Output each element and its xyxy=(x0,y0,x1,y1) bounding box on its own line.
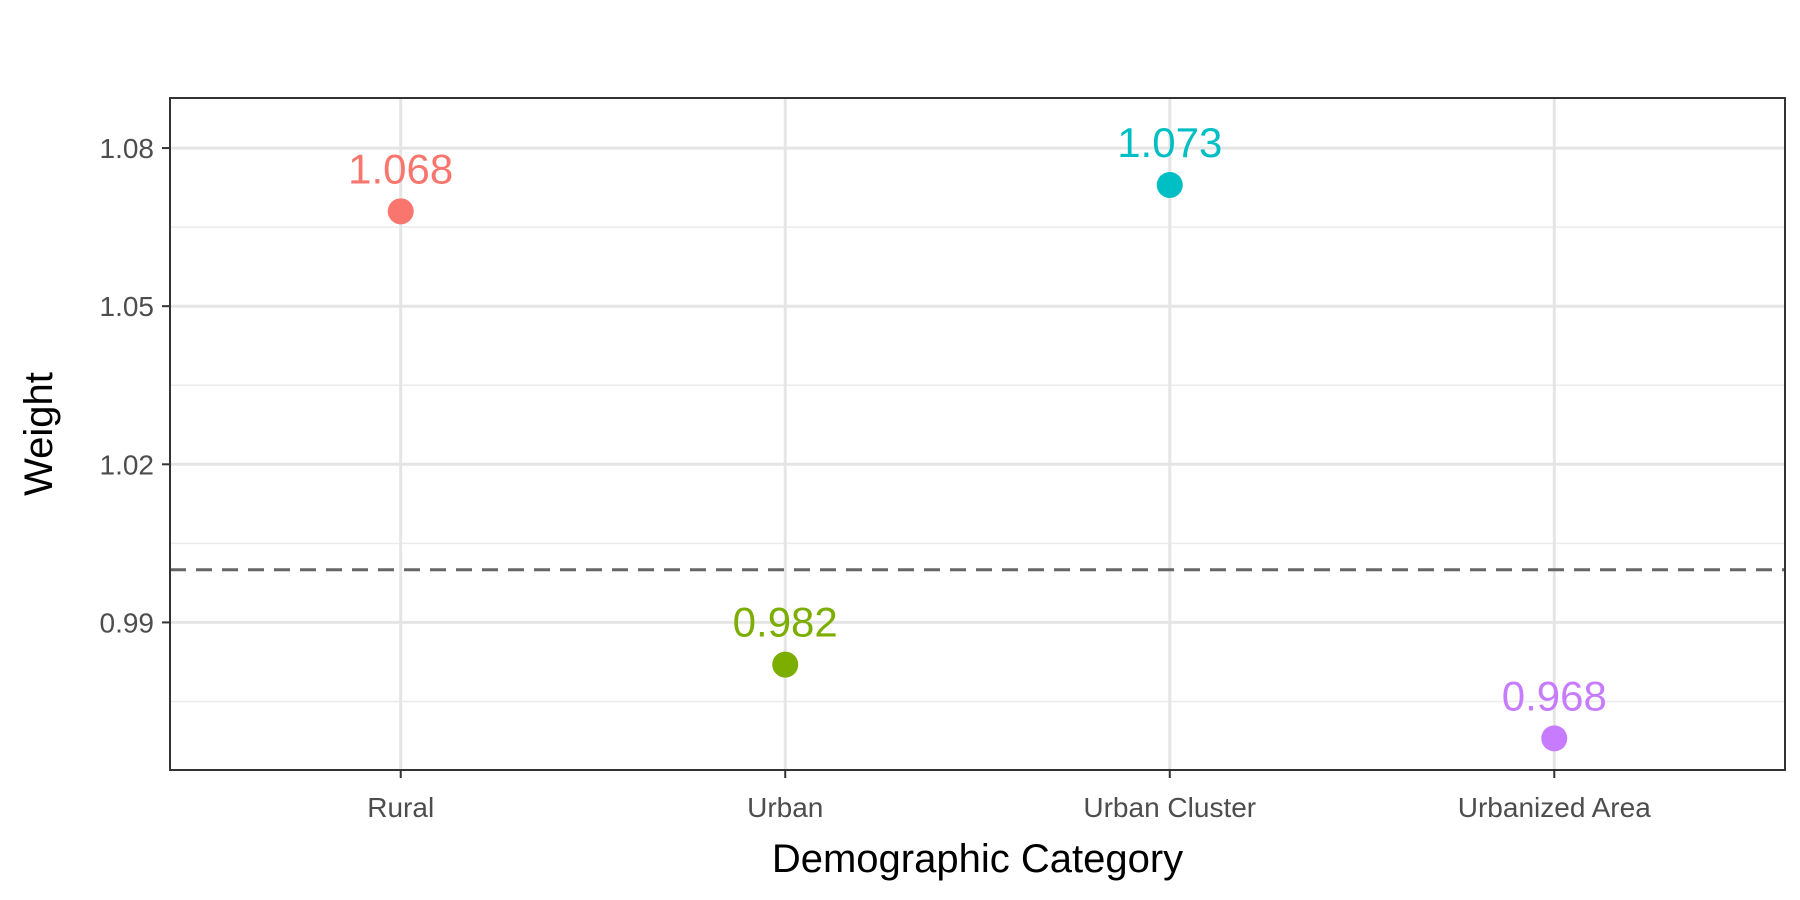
grid-layer xyxy=(170,98,1785,770)
data-label: 0.982 xyxy=(733,599,838,646)
plot-panel-border xyxy=(169,97,1786,771)
data-point xyxy=(1541,725,1568,752)
data-label: 0.968 xyxy=(1502,672,1607,719)
x-tick-label: Rural xyxy=(367,792,434,823)
x-tick-label: Urban xyxy=(747,792,823,823)
data-point xyxy=(387,198,414,225)
y-tick-label: 0.99 xyxy=(100,607,155,638)
y-tick-label: 1.08 xyxy=(100,133,155,164)
data-labels-layer: 1.068 0.982 1.073 0.968 xyxy=(348,119,1607,719)
axis-layer: 0.99 1.02 1.05 1.08 Rural Urban Urban Cluster U… xyxy=(100,133,1652,823)
points-layer xyxy=(387,171,1568,752)
y-axis-title: Weight xyxy=(17,372,61,496)
y-tick-label: 1.05 xyxy=(100,291,155,322)
x-tick-label: Urbanized Area xyxy=(1458,792,1651,823)
x-tick-label: Urban Cluster xyxy=(1083,792,1256,823)
y-tick-label: 1.02 xyxy=(100,449,155,480)
x-axis-title: Demographic Category xyxy=(772,837,1183,881)
data-label: 1.068 xyxy=(348,145,453,192)
data-label: 1.073 xyxy=(1117,119,1222,166)
data-point xyxy=(772,651,799,678)
data-point xyxy=(1156,171,1183,198)
